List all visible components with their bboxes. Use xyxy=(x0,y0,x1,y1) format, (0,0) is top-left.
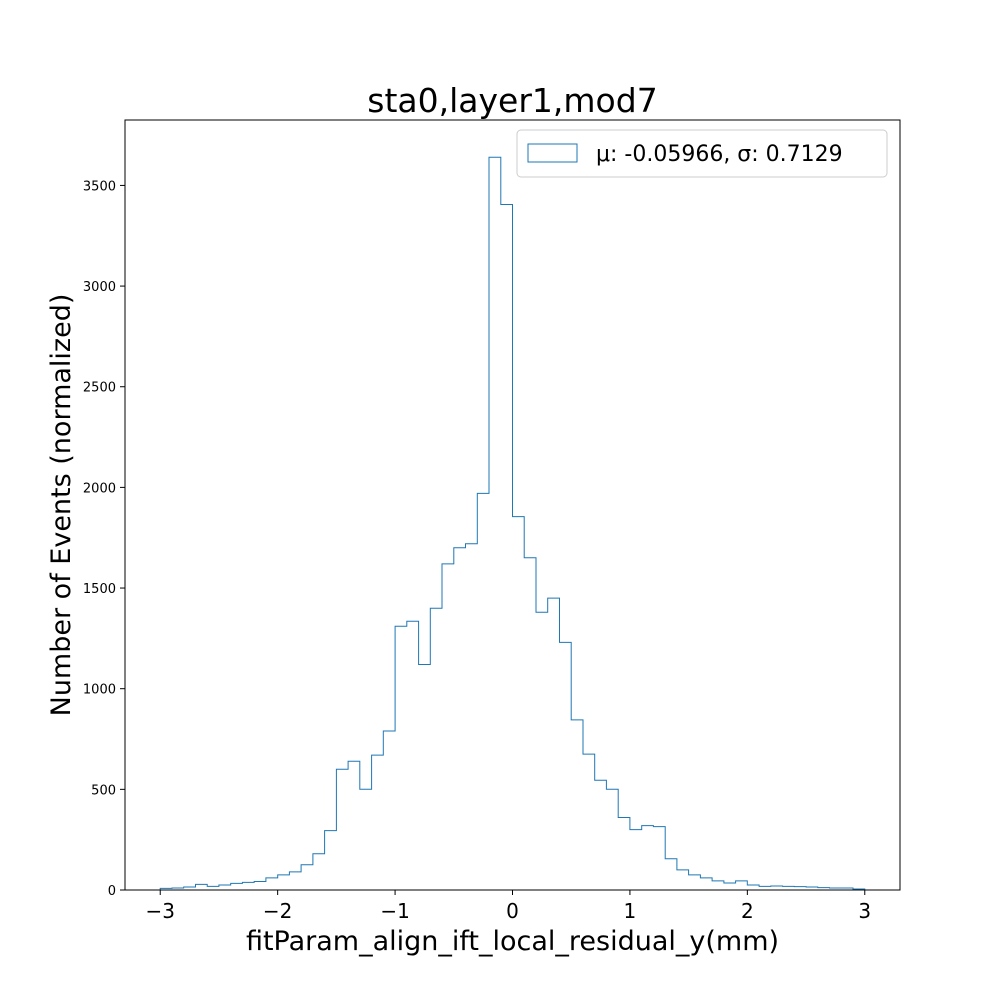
y-tick-label: 0 xyxy=(108,884,116,899)
x-tick-label: −3 xyxy=(145,899,174,923)
x-tick-label: 0 xyxy=(506,899,519,923)
x-tick-label: 2 xyxy=(741,899,754,923)
y-tick-label: 3500 xyxy=(83,179,116,194)
legend: μ: -0.05966, σ: 0.7129 xyxy=(516,129,888,178)
x-axis-ticks: −3 −2 −1 0 1 2 3 xyxy=(145,890,871,923)
x-tick-label: −1 xyxy=(380,899,409,923)
x-tick-label: −2 xyxy=(263,899,292,923)
plot-area xyxy=(124,119,901,891)
y-axis-label: Number of Events (normalized) xyxy=(46,294,77,717)
y-tick-label: 500 xyxy=(91,783,116,798)
y-tick-label: 2000 xyxy=(83,481,116,496)
y-tick-label: 2500 xyxy=(83,381,116,396)
y-axis-ticks: 0 500 1000 1500 2000 2500 3000 3500 xyxy=(83,179,125,899)
x-axis-label: fitParam_align_ift_local_residual_y(mm) xyxy=(246,926,779,957)
legend-entry-label: μ: -0.05966, σ: 0.7129 xyxy=(596,142,843,167)
legend-swatch xyxy=(527,143,578,163)
y-tick-label: 1000 xyxy=(83,683,116,698)
histogram-step-line xyxy=(159,156,866,890)
y-tick-label: 3000 xyxy=(83,280,116,295)
x-tick-label: 1 xyxy=(624,899,637,923)
legend-box xyxy=(516,129,888,178)
y-tick-label: 1500 xyxy=(83,582,116,597)
chart-title: sta0,layer1,mod7 xyxy=(367,81,657,120)
x-tick-label: 3 xyxy=(858,899,871,923)
